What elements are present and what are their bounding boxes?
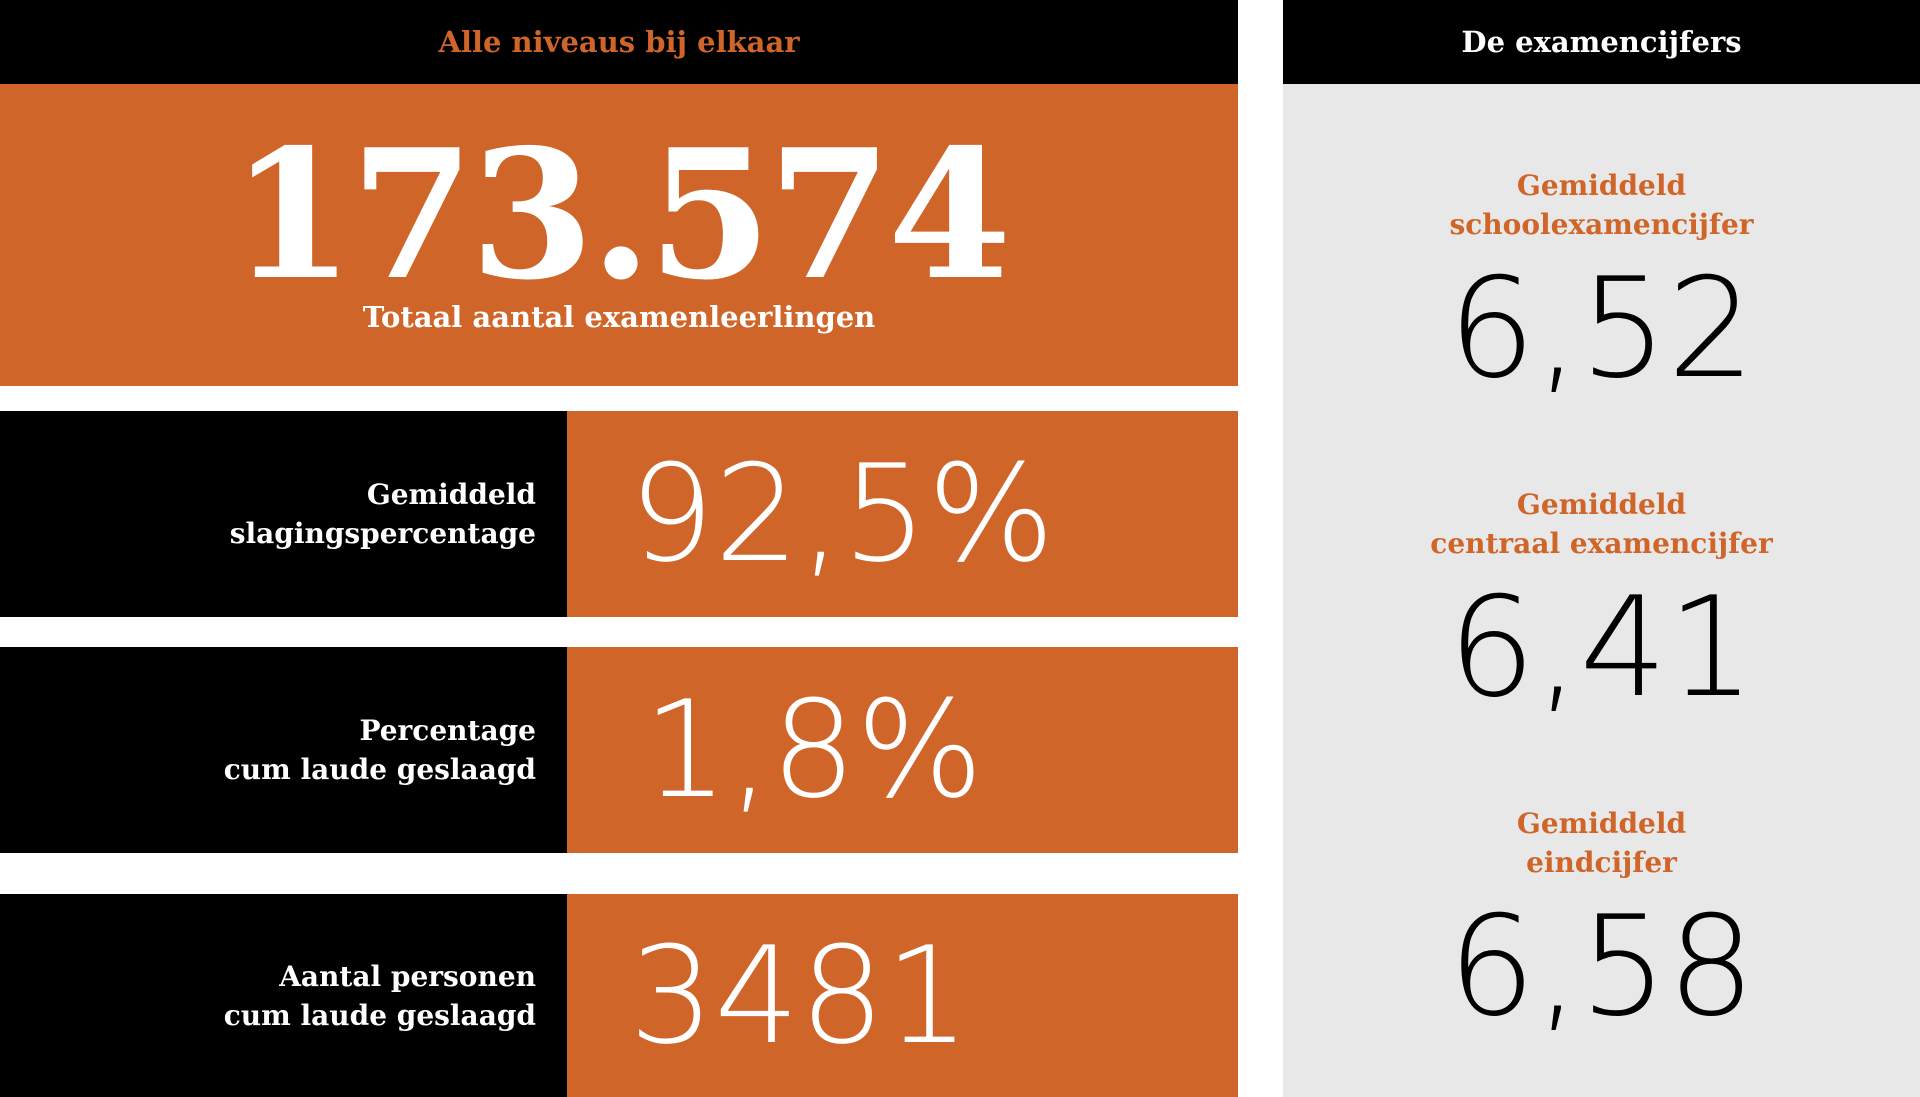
pass-rate-label: Gemiddeld slagingspercentage	[229, 478, 536, 550]
cum-laude-percentage-label: Percentage cum laude geslaagd	[223, 714, 536, 786]
overall-header-bar: Alle niveaus bij elkaar	[0, 0, 1238, 84]
stat-value-cell: 92,5%	[567, 411, 1238, 617]
cum-laude-percentage-value: 1,8%	[643, 672, 984, 828]
central-exam-grade-value: 6,41	[1447, 567, 1756, 728]
cum-laude-count-value: 3481	[629, 917, 971, 1074]
central-exam-grade-label: Gemiddeld centraal examencijfer	[1430, 488, 1773, 560]
school-exam-grade-value: 6,52	[1447, 248, 1756, 409]
final-grade-label: Gemiddeld eindcijfer	[1516, 807, 1687, 879]
stat-value-cell: 1,8%	[567, 647, 1238, 853]
stat-label-cell: Aantal personen cum laude geslaagd	[0, 894, 567, 1097]
cum-laude-count-label: Aantal personen cum laude geslaagd	[223, 959, 536, 1032]
stat-value-cell: 3481	[567, 894, 1238, 1097]
grades-header-title: De examencijfers	[1461, 25, 1742, 59]
total-students-value: 173.574	[230, 110, 1011, 319]
total-students-label: Totaal aantal examenleerlingen	[362, 300, 876, 334]
stat-row-pass-rate: Gemiddeld slagingspercentage 92,5%	[0, 411, 1238, 617]
stat-row-cum-laude-percentage: Percentage cum laude geslaagd 1,8%	[0, 647, 1238, 853]
stat-label-cell: Percentage cum laude geslaagd	[0, 647, 567, 853]
final-grade-value: 6,58	[1447, 886, 1756, 1047]
stat-row-cum-laude-count: Aantal personen cum laude geslaagd 3481	[0, 894, 1238, 1097]
grades-panel: Gemiddeld schoolexamencijfer 6,52 Gemidd…	[1283, 84, 1920, 1097]
stat-label-cell: Gemiddeld slagingspercentage	[0, 411, 567, 617]
school-exam-grade-label: Gemiddeld schoolexamencijfer	[1449, 169, 1754, 241]
overall-header-title: Alle niveaus bij elkaar	[438, 25, 800, 59]
grades-header-bar: De examencijfers	[1283, 0, 1920, 84]
pass-rate-value: 92,5%	[629, 436, 1055, 592]
total-students-block: 173.574 Totaal aantal examenleerlingen	[0, 84, 1238, 386]
